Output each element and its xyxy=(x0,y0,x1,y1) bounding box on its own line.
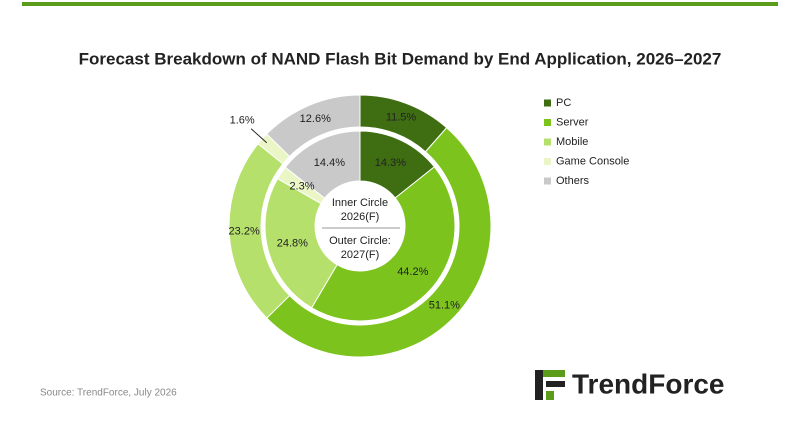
donut-segment xyxy=(266,127,492,358)
logo-icon xyxy=(535,370,565,400)
legend-swatch xyxy=(544,158,551,165)
legend-swatch xyxy=(544,177,551,185)
data-label: 2.3% xyxy=(289,181,314,193)
center-label: 2026(F) xyxy=(341,211,380,223)
legend-swatch xyxy=(544,99,551,107)
center-label: Inner Circle xyxy=(332,197,388,209)
leader-line xyxy=(250,128,268,144)
data-label: 12.6% xyxy=(300,113,331,125)
center-label: Outer Circle: xyxy=(329,235,391,247)
legend-swatch xyxy=(544,119,551,126)
data-label: 1.6% xyxy=(230,115,255,127)
data-label: 14.4% xyxy=(314,157,345,169)
center-label: 2027(F) xyxy=(341,249,380,261)
legend-label: PC xyxy=(556,97,571,109)
chart-title: Forecast Breakdown of NAND Flash Bit Dem… xyxy=(79,49,722,68)
legend-label: Game Console xyxy=(556,155,629,167)
donut-segment xyxy=(266,94,361,158)
data-label: 44.2% xyxy=(397,266,428,278)
donut-segment xyxy=(310,166,456,322)
logo-text: TrendForce xyxy=(572,368,724,399)
legend-label: Mobile xyxy=(556,136,588,148)
data-label: 51.1% xyxy=(429,300,460,312)
legend-label: Others xyxy=(556,175,590,187)
data-label: 14.3% xyxy=(375,157,406,169)
legend-swatch xyxy=(544,138,551,146)
top-bar xyxy=(22,2,778,6)
donut-segment xyxy=(264,177,338,309)
legend-label: Server xyxy=(556,116,589,128)
donut-segment xyxy=(284,130,361,199)
data-label: 23.2% xyxy=(229,226,260,238)
data-label: 24.8% xyxy=(277,238,308,250)
data-label: 11.5% xyxy=(386,111,417,123)
source: Source: TrendForce, July 2026 xyxy=(40,388,177,399)
